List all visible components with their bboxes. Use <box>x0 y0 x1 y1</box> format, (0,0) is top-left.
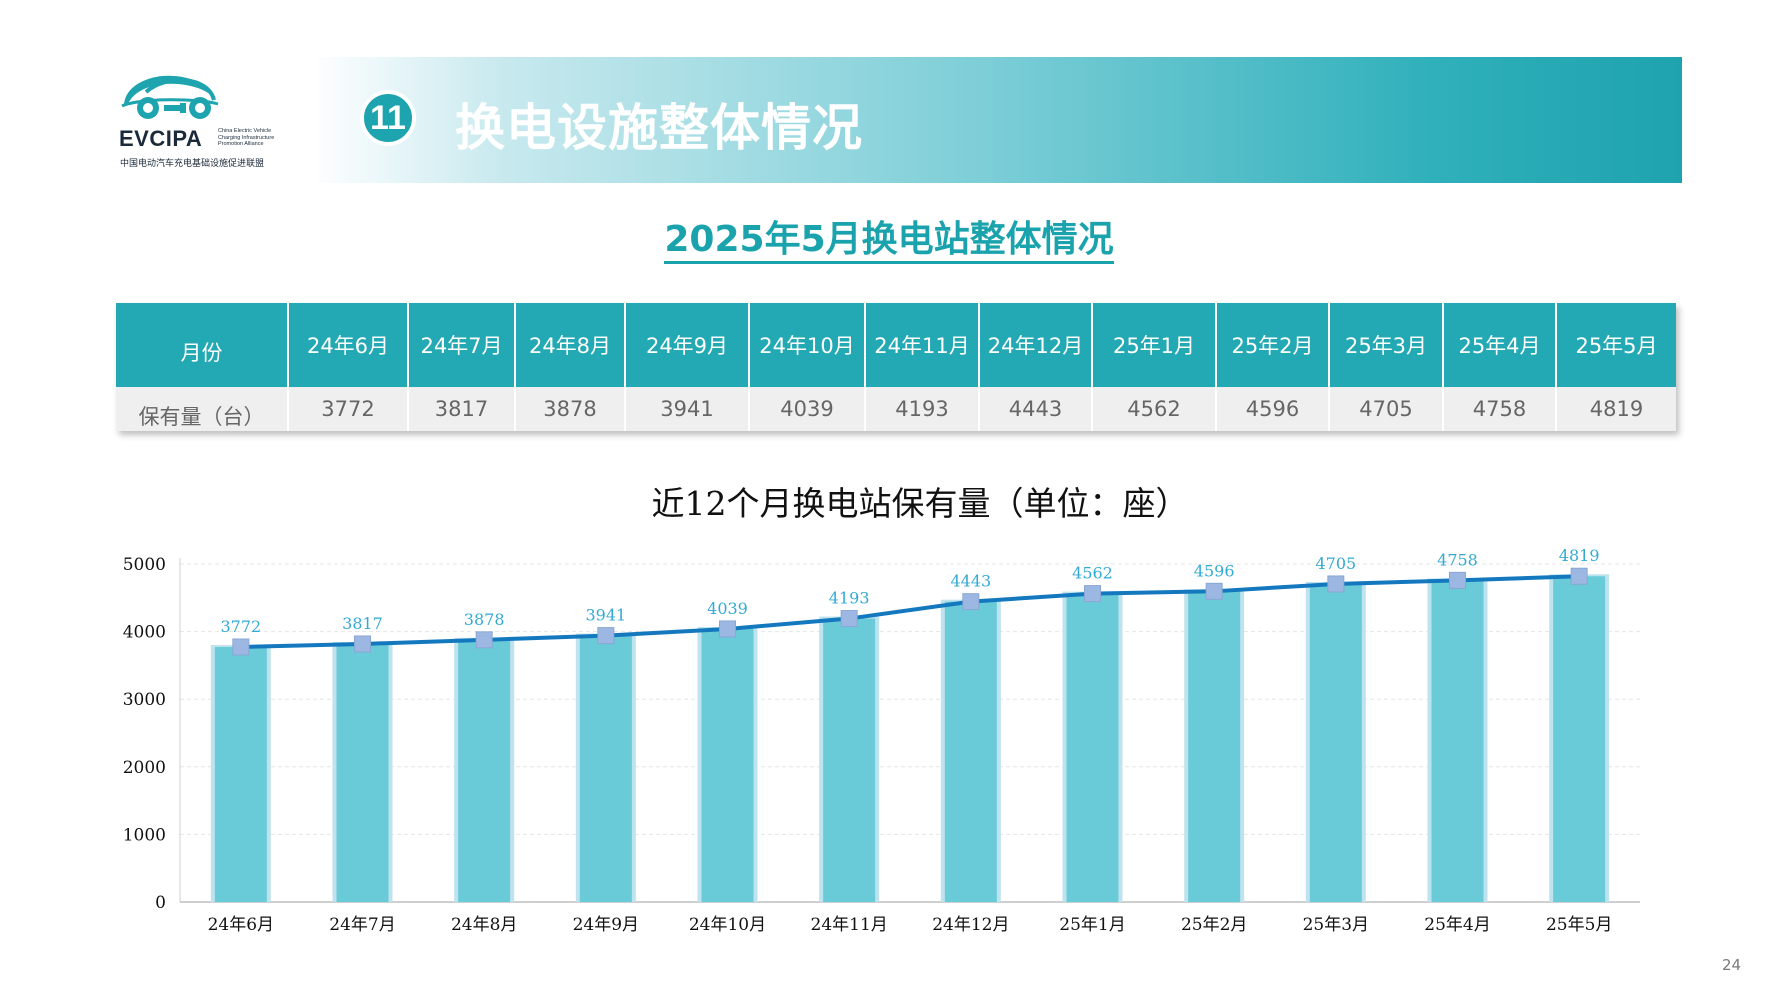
bar <box>944 601 997 902</box>
table-header-month: 25年2月 <box>1216 303 1330 387</box>
table-cell-value: 4443 <box>979 387 1093 431</box>
line-marker <box>1327 575 1345 593</box>
data-label: 4562 <box>1072 564 1113 583</box>
data-label: 4443 <box>950 572 991 591</box>
table-header-month: 25年5月 <box>1556 303 1676 387</box>
table-cell-value: 4562 <box>1092 387 1217 431</box>
table-header-month: 25年4月 <box>1443 303 1557 387</box>
x-tick-label: 25年4月 <box>1424 915 1490 935</box>
x-tick-label: 25年3月 <box>1303 915 1369 935</box>
table-header-month: 25年3月 <box>1329 303 1444 387</box>
bar <box>214 647 267 902</box>
x-tick-label: 24年8月 <box>451 915 517 935</box>
data-label: 4039 <box>707 599 748 618</box>
x-tick-label: 25年5月 <box>1546 915 1612 935</box>
table-cell-value: 3772 <box>288 387 409 431</box>
table-cell-value: 4193 <box>865 387 980 431</box>
table-cell-value: 4819 <box>1556 387 1676 431</box>
table-header-label: 月份 <box>116 303 289 387</box>
table-cell-value: 3878 <box>515 387 626 431</box>
y-tick-label: 2000 <box>123 758 166 778</box>
data-label: 4758 <box>1437 550 1478 569</box>
bar <box>1431 580 1484 902</box>
data-label: 3772 <box>220 617 261 636</box>
table-header-row: 月份 24年6月 24年7月 24年8月 24年9月 24年10月 24年11月 24年12… <box>116 303 1676 387</box>
page-subtitle: 2025年5月换电站整体情况 <box>0 210 1778 264</box>
y-tick-label: 3000 <box>123 690 166 710</box>
line-marker <box>840 610 858 628</box>
x-tick-label: 24年12月 <box>932 915 1009 935</box>
line-marker <box>962 593 980 611</box>
section-banner <box>312 57 1682 183</box>
bar <box>336 643 389 902</box>
table-header-month: 24年12月 <box>979 303 1093 387</box>
line-marker <box>1084 585 1101 603</box>
line-marker <box>1570 567 1588 585</box>
line-marker <box>354 635 371 653</box>
bar <box>579 635 632 902</box>
table-row: 保有量（台） 3772 3817 3878 3941 4039 4193 4443 4562 4… <box>116 387 1676 431</box>
table-cell-value: 3941 <box>625 387 750 431</box>
section-title: 换电设施整体情况 <box>455 99 863 157</box>
bar <box>823 618 876 902</box>
table-header-month: 24年11月 <box>865 303 980 387</box>
bar <box>1066 593 1119 902</box>
section-number-badge: 11 <box>360 90 416 146</box>
line-marker <box>719 620 736 638</box>
bar <box>1309 583 1362 902</box>
series-line <box>240 574 1580 650</box>
line-marker <box>597 627 615 645</box>
chart-title: 近12个月换电站保有量（单位：座） <box>651 484 1189 523</box>
data-table: 月份 24年6月 24年7月 24年8月 24年9月 24年10月 24年11月 24年12… <box>116 303 1676 431</box>
table-header-month: 24年6月 <box>288 303 409 387</box>
table-header-month: 24年10月 <box>749 303 866 387</box>
evcipa-logo <box>121 75 219 119</box>
y-tick-label: 5000 <box>123 555 166 575</box>
bar <box>458 639 511 902</box>
data-label: 3878 <box>464 610 505 629</box>
data-label: 4193 <box>829 589 870 608</box>
x-tick-label: 25年1月 <box>1059 915 1125 935</box>
data-label: 3941 <box>585 606 626 625</box>
y-tick-label: 0 <box>155 893 166 913</box>
logo-wordmark: EVCIPA <box>119 126 203 151</box>
table-header-month: 24年9月 <box>625 303 750 387</box>
x-tick-label: 25年2月 <box>1181 915 1247 935</box>
data-label: 4819 <box>1559 546 1600 565</box>
x-tick-label: 24年7月 <box>329 915 395 935</box>
logo-english: China Electric Vehicle Charging Infrastr… <box>218 128 275 147</box>
x-tick-label: 24年11月 <box>811 915 888 935</box>
bar <box>1553 576 1606 902</box>
line-marker <box>232 638 250 656</box>
data-label: 3817 <box>342 614 383 633</box>
data-label: 4596 <box>1194 561 1235 580</box>
bar <box>1188 591 1241 902</box>
data-label: 4705 <box>1315 554 1356 573</box>
table-row-label: 保有量（台） <box>116 387 289 431</box>
line-marker <box>475 631 493 649</box>
table-cell-value: 4039 <box>749 387 866 431</box>
x-tick-label: 24年6月 <box>208 915 274 935</box>
table-cell-value: 4705 <box>1329 387 1444 431</box>
logo-chinese-name: 中国电动汽车充电基础设施促进联盟 <box>120 159 265 169</box>
x-tick-label: 24年9月 <box>573 915 639 935</box>
y-tick-label: 4000 <box>123 623 166 643</box>
table-header-month: 25年1月 <box>1092 303 1217 387</box>
table-cell-value: 3817 <box>408 387 516 431</box>
line-marker <box>1449 571 1466 589</box>
y-tick-label: 1000 <box>123 825 166 845</box>
page-number: 24 <box>1722 956 1742 974</box>
line-marker <box>1205 582 1223 600</box>
bar <box>701 628 754 902</box>
table-cell-value: 4596 <box>1216 387 1330 431</box>
table-cell-value: 4758 <box>1443 387 1557 431</box>
x-tick-label: 24年10月 <box>689 915 766 935</box>
table-header-month: 24年8月 <box>515 303 626 387</box>
table-header-month: 24年7月 <box>408 303 516 387</box>
